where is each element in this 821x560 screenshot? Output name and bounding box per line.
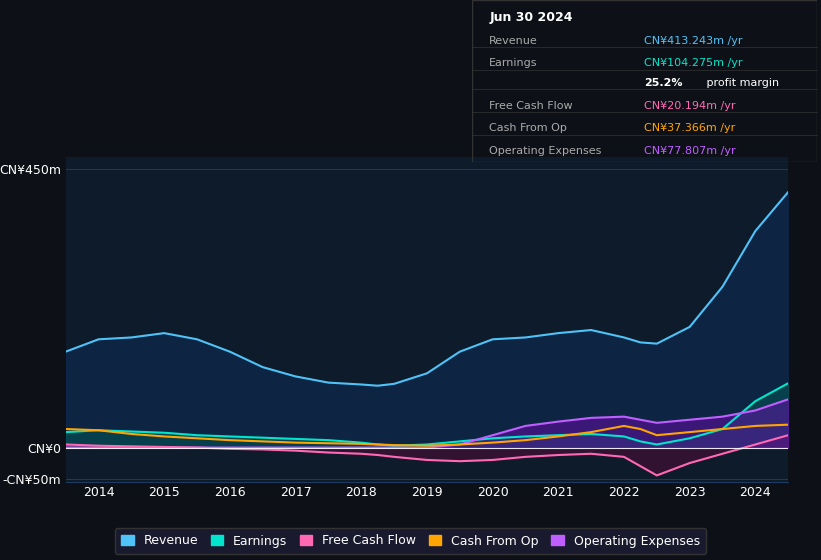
Text: CN¥37.366m /yr: CN¥37.366m /yr (644, 123, 736, 133)
Text: Jun 30 2024: Jun 30 2024 (489, 11, 573, 25)
Text: Operating Expenses: Operating Expenses (489, 146, 602, 156)
Text: profit margin: profit margin (703, 78, 779, 88)
Text: CN¥77.807m /yr: CN¥77.807m /yr (644, 146, 736, 156)
Text: 25.2%: 25.2% (644, 78, 683, 88)
Text: CN¥20.194m /yr: CN¥20.194m /yr (644, 101, 736, 111)
Text: Free Cash Flow: Free Cash Flow (489, 101, 573, 111)
Text: Cash From Op: Cash From Op (489, 123, 567, 133)
Legend: Revenue, Earnings, Free Cash Flow, Cash From Op, Operating Expenses: Revenue, Earnings, Free Cash Flow, Cash … (115, 528, 706, 554)
Text: CN¥413.243m /yr: CN¥413.243m /yr (644, 36, 743, 46)
Text: CN¥104.275m /yr: CN¥104.275m /yr (644, 58, 743, 68)
Text: Revenue: Revenue (489, 36, 538, 46)
Text: Earnings: Earnings (489, 58, 538, 68)
